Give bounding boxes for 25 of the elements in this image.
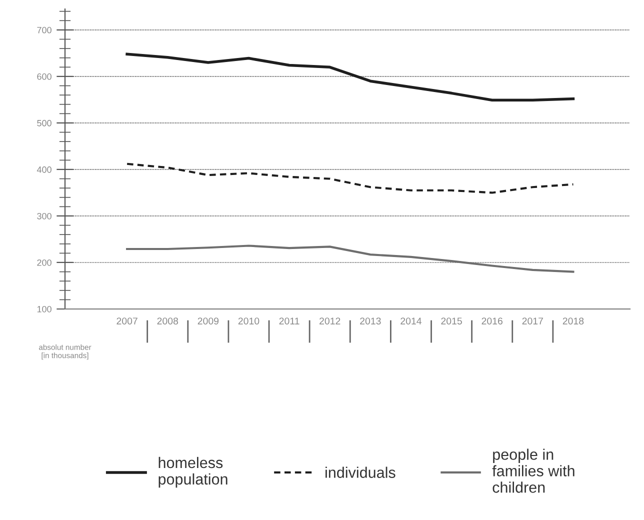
x-tick-label: 2018 xyxy=(562,318,584,324)
x-tick-label: 2015 xyxy=(441,318,462,324)
y-tick-label: 100 xyxy=(37,306,52,312)
legend-label: people in families with children xyxy=(492,448,574,493)
x-tick-label: 2016 xyxy=(482,318,502,324)
y-tick-label: 400 xyxy=(36,166,52,173)
x-tick-label: 2013 xyxy=(360,318,381,324)
y-tick-label: 300 xyxy=(37,212,52,220)
legend-label: individuals xyxy=(326,466,396,478)
x-tick-label: 2012 xyxy=(320,318,340,324)
line-series xyxy=(126,244,574,273)
y-tick-label: 200 xyxy=(37,259,52,266)
x-tick-label: 2008 xyxy=(157,318,178,324)
legend-label: homeless population xyxy=(158,456,228,488)
y-tick-label: 700 xyxy=(37,26,52,34)
x-tick-label: 2007 xyxy=(116,318,138,324)
line-series xyxy=(126,52,575,102)
x-tick-label: 2017 xyxy=(522,318,543,324)
y-tick-label: 600 xyxy=(37,73,52,80)
y-tick-label: 500 xyxy=(37,120,52,126)
x-tick-label: 2009 xyxy=(198,318,219,324)
x-tick-label: 2010 xyxy=(238,318,260,324)
line-series xyxy=(126,162,574,194)
x-tick-label: 2011 xyxy=(279,318,300,324)
x-tick-label: 2014 xyxy=(400,318,422,324)
